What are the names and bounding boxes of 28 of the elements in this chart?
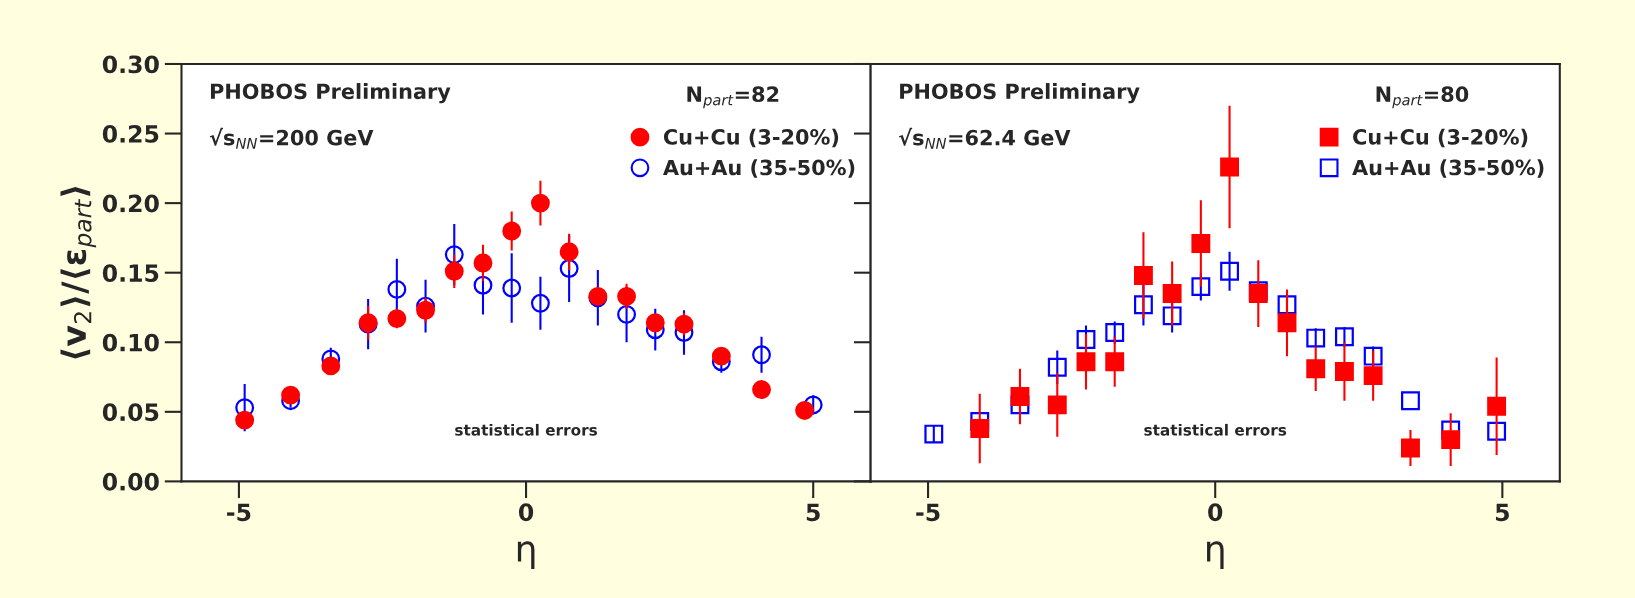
legend-label: Au+Au (35-50%) — [1352, 159, 1544, 178]
y-tick-label: 0.10 — [102, 333, 159, 352]
x-tick-label: -5 — [227, 503, 251, 522]
y-axis-title: ⟨v$_{2}$⟩/⟨ε$_{part}$⟩ — [60, 186, 97, 359]
annotation: N$_{part}$=82 — [687, 86, 779, 109]
annotation: statistical errors — [1144, 423, 1287, 436]
legend-label: Cu+Cu (3-20%) — [663, 128, 839, 148]
legend-label: Cu+Cu (3-20%) — [1353, 128, 1528, 148]
y-tick-label: 0.25 — [102, 125, 159, 143]
annotation: √s$_{NN}$=200 GeV — [209, 127, 374, 149]
y-tick-label: 0.30 — [102, 55, 159, 74]
legend-label: Au+Au (35-50%) — [662, 159, 855, 178]
annotation: statistical errors — [455, 423, 598, 436]
y-tick-label: 0.15 — [102, 264, 159, 282]
y-tick-label: 0.00 — [102, 472, 159, 491]
x-axis-title: η — [1207, 541, 1224, 570]
x-tick-label: 0 — [1208, 503, 1223, 522]
y-tick-label: 0.20 — [102, 194, 159, 213]
x-tick-label: 5 — [806, 503, 820, 522]
annotation: N$_{part}$=80 — [1376, 86, 1469, 109]
annotation: √s$_{NN}$=62.4 GeV — [898, 127, 1071, 149]
x-tick-label: -5 — [916, 503, 940, 522]
x-tick-label: 0 — [518, 503, 534, 522]
annotation: PHOBOS Preliminary — [900, 83, 1140, 104]
x-axis-title: η — [517, 541, 535, 570]
annotation: PHOBOS Preliminary — [210, 83, 451, 104]
x-tick-label: 5 — [1495, 503, 1509, 522]
y-tick-label: 0.05 — [102, 403, 159, 422]
